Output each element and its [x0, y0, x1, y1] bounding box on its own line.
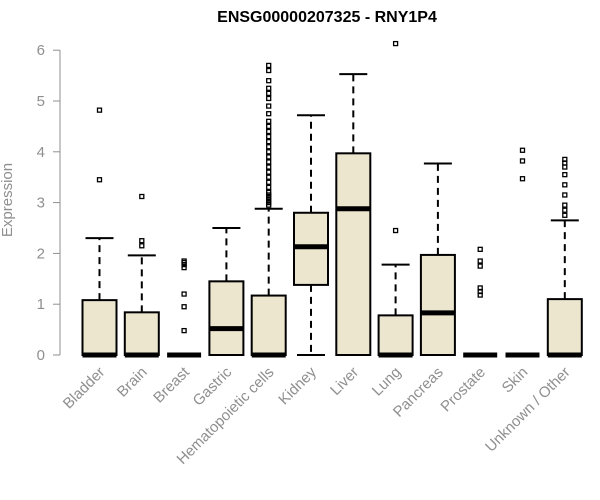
x-tick-label-0: Bladder [60, 364, 109, 413]
outlier-point [181, 304, 187, 310]
outlier-point [266, 85, 272, 91]
x-tick-label-6: Liver [327, 364, 362, 399]
outlier-point [96, 107, 103, 113]
box-body [335, 152, 372, 356]
x-tick-label-9: Prostate [437, 364, 489, 416]
outlier-point [562, 172, 568, 178]
outlier-point [266, 144, 272, 150]
outlier-point [392, 227, 399, 234]
box-3 [208, 227, 245, 356]
outlier-point [266, 154, 272, 160]
x-tick-label-10: Skin [499, 364, 532, 397]
outlier-point [266, 111, 272, 117]
chart-title: ENSG00000207325 - RNY1P4 [217, 9, 437, 26]
y-tick-label-6: 6 [37, 42, 45, 59]
outlier-point [266, 184, 272, 191]
box-body [419, 253, 456, 356]
outlier-point [562, 156, 568, 163]
outlier-point [266, 118, 272, 124]
outlier-point [266, 174, 272, 180]
outlier-point [562, 207, 568, 213]
y-tick-label-4: 4 [37, 144, 45, 161]
y-tick-label-2: 2 [37, 245, 45, 262]
box-body [377, 314, 414, 357]
outlier-point [562, 164, 568, 170]
box-10 [505, 147, 540, 358]
box-4 [250, 62, 287, 358]
y-tick-label-1: 1 [37, 296, 45, 313]
box-body [208, 280, 245, 356]
outlier-point [266, 164, 272, 170]
outlier-point [392, 40, 399, 47]
outlier-point [477, 285, 483, 291]
outlier-point [266, 78, 272, 84]
x-tick-label-1: Brain [114, 364, 151, 401]
box-0 [81, 107, 118, 358]
outlier-point [477, 258, 483, 264]
outlier-point [266, 128, 272, 135]
outlier-point [519, 147, 526, 153]
outlier-point [181, 291, 187, 297]
outlier-point [519, 158, 526, 164]
outlier-point [266, 159, 272, 165]
box-body [546, 298, 583, 356]
y-tick-label-5: 5 [37, 93, 45, 110]
box-body [123, 311, 160, 357]
y-axis: 0 1 2 3 4 5 6 [37, 42, 61, 364]
outlier-point [266, 103, 272, 109]
outlier-point [266, 62, 272, 69]
box-body [81, 299, 118, 356]
outlier-point [96, 177, 103, 183]
x-tick-label-7: Lung [369, 364, 405, 400]
outlier-point [139, 193, 145, 200]
outlier-point [266, 133, 272, 140]
box-1 [123, 193, 160, 358]
outlier-point [266, 67, 272, 74]
outlier-point [562, 202, 568, 208]
outlier-point [139, 238, 145, 244]
outlier-point [477, 263, 483, 269]
outlier-point [266, 149, 272, 155]
box-7 [377, 40, 414, 358]
box-8 [419, 162, 456, 356]
x-tick-label-2: Breast [150, 363, 193, 406]
box-body [250, 294, 287, 356]
outlier-point [181, 264, 187, 271]
outlier-point [266, 189, 272, 196]
y-tick-label-0: 0 [37, 347, 45, 364]
box-6 [335, 73, 372, 356]
outlier-point [139, 243, 145, 249]
outlier-point [266, 123, 272, 130]
box-5 [293, 114, 329, 356]
outlier-point [519, 176, 526, 182]
outlier-point [562, 212, 568, 218]
y-tick-label-3: 3 [37, 195, 45, 212]
boxes-group [81, 40, 583, 358]
outlier-point [562, 182, 568, 188]
outlier-point [266, 95, 272, 102]
outlier-point [477, 246, 483, 252]
x-tick-label-5: Kidney [275, 363, 320, 408]
box-2 [167, 258, 202, 358]
outlier-point [266, 169, 272, 175]
outlier-point [181, 258, 187, 264]
outlier-point [266, 179, 272, 185]
y-axis-label: Expression [0, 163, 16, 237]
outlier-point [181, 327, 187, 334]
box-9 [463, 246, 498, 358]
outlier-point [266, 138, 272, 145]
box-11 [546, 156, 583, 358]
outlier-point [266, 90, 272, 97]
outlier-point [562, 192, 568, 198]
